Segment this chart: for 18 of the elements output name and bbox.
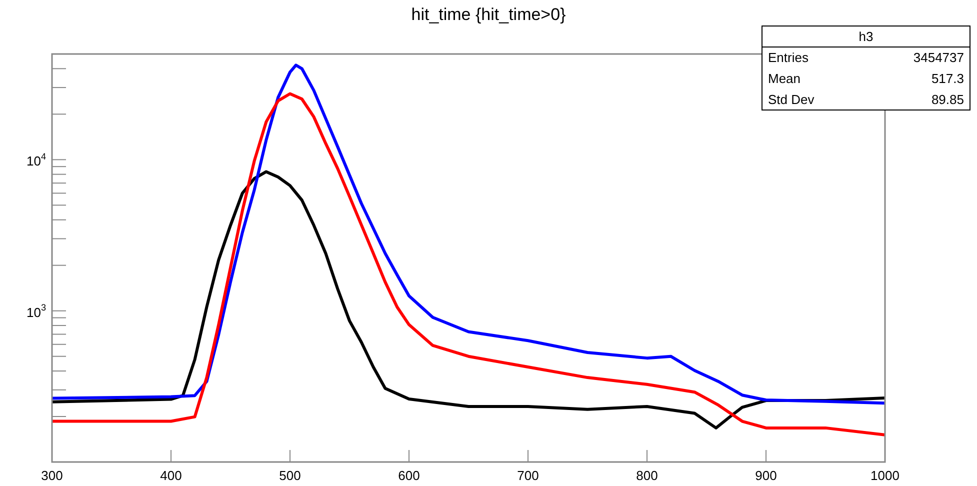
x-tick-label: 700: [517, 468, 539, 483]
text: h3: [858, 29, 874, 44]
x-tick-label: 800: [636, 468, 658, 483]
chart-title: hit_time {hit_time>0}: [411, 5, 566, 24]
text: Mean 517.3: [768, 71, 964, 86]
line-series: [52, 170, 885, 430]
line-series: [52, 64, 885, 405]
text: Entries 3454737: [768, 50, 964, 65]
y-tick-label: 10$^{4}$: [26, 152, 46, 168]
x-tick-label: 600: [398, 468, 420, 483]
x-tick-label: 300: [41, 468, 63, 483]
x-tick-label: 400: [160, 468, 182, 483]
y-tick-label: 10$^{3}$: [26, 302, 46, 320]
x-tick-label: 1000: [870, 468, 900, 483]
x-tick-label: 900: [755, 468, 777, 483]
line-series: [52, 92, 885, 436]
text: Std Dev 89.85: [768, 92, 964, 107]
x-tick-label: 500: [279, 468, 301, 483]
